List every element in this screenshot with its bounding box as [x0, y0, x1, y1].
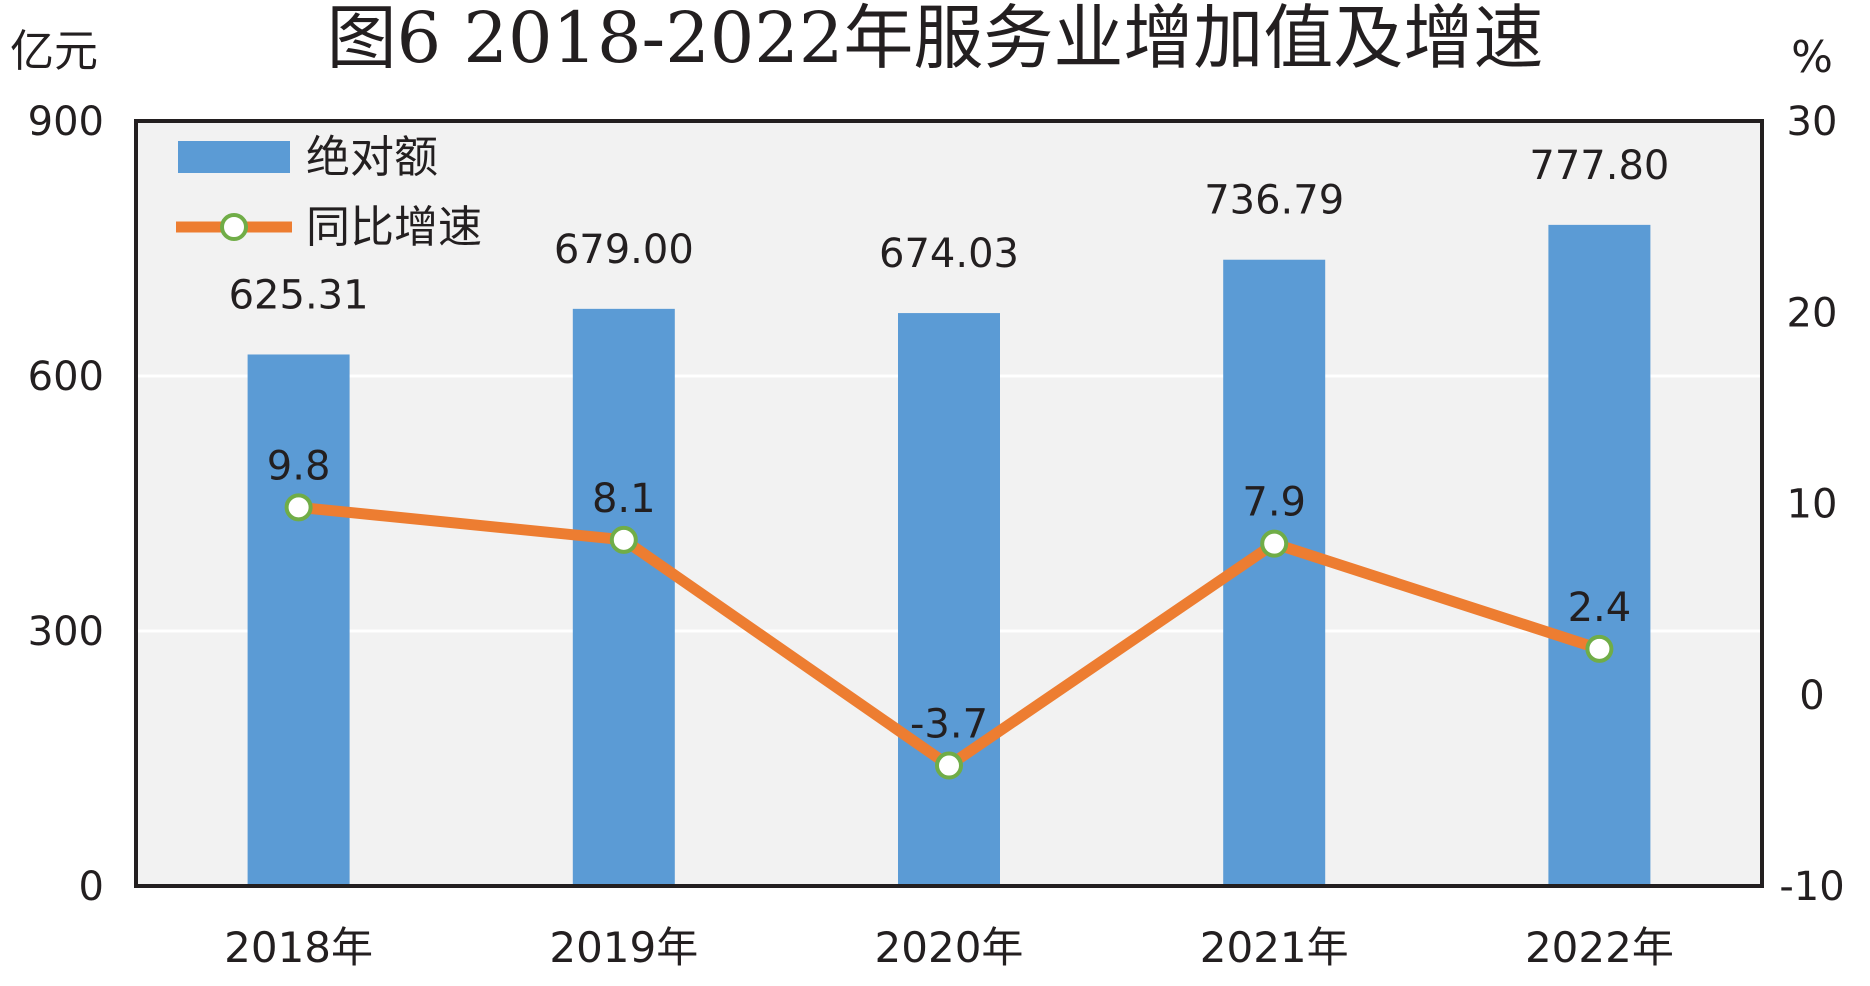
legend-swatch-bar — [178, 141, 290, 173]
chart-title: 图6 2018-2022年服务业增加值及增速 — [327, 0, 1544, 79]
bar — [247, 354, 350, 886]
left-tick-label: 0 — [79, 864, 104, 910]
right-tick-label: -10 — [1779, 864, 1844, 910]
legend-label-bar: 绝对额 — [306, 132, 438, 183]
legend-swatch-marker — [220, 213, 248, 241]
bar-data-label: 625.31 — [229, 272, 369, 318]
category-label: 2022年 — [1525, 923, 1674, 972]
plot-area: 0 300 600 900 -10 0 10 20 30 625.31 679.00 674.03 73… — [28, 99, 1845, 972]
right-tick-label: 0 — [1799, 673, 1824, 719]
category-label: 2021年 — [1200, 923, 1349, 972]
bar-data-label: 736.79 — [1204, 178, 1344, 224]
right-tick-label: 10 — [1787, 482, 1838, 528]
line-marker — [284, 493, 313, 522]
plot-frame — [134, 119, 1764, 888]
bar — [572, 308, 675, 887]
line-marker — [1260, 529, 1289, 558]
bar-data-label: 674.03 — [879, 231, 1019, 277]
left-tick-label: 300 — [28, 609, 104, 655]
bar — [1548, 224, 1651, 886]
line-data-label: -3.7 — [910, 702, 988, 748]
line-marker — [1585, 634, 1614, 663]
right-tick-label: 20 — [1787, 290, 1838, 336]
left-axis-unit: 亿元 — [10, 26, 98, 77]
line-marker — [609, 525, 638, 554]
bar — [898, 313, 1000, 887]
bar-data-label: 679.00 — [554, 227, 694, 273]
line-data-label: 8.1 — [592, 476, 656, 522]
category-label: 2020年 — [875, 923, 1024, 972]
line-data-label: 2.4 — [1568, 585, 1632, 631]
category-label: 2018年 — [224, 923, 373, 972]
legend-label-line: 同比增速 — [306, 202, 482, 253]
right-tick-label: 30 — [1787, 99, 1838, 145]
left-tick-label: 900 — [28, 99, 104, 145]
category-label: 2019年 — [549, 923, 698, 972]
line-data-label: 9.8 — [267, 443, 331, 489]
right-axis-unit: % — [1791, 32, 1833, 83]
line-data-label: 7.9 — [1242, 480, 1306, 526]
bar-data-label: 777.80 — [1529, 143, 1669, 189]
line-marker — [935, 751, 963, 780]
left-tick-label: 600 — [28, 354, 104, 400]
